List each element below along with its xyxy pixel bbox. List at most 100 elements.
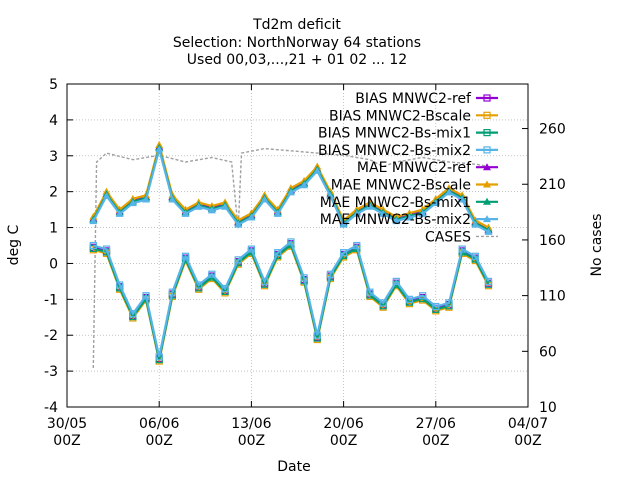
- data-point: [471, 220, 480, 228]
- legend-label: BIAS MNWC2-ref: [355, 91, 472, 107]
- legend-marker: [483, 215, 491, 223]
- x-tick-label-date: 20/06: [323, 416, 363, 432]
- data-point: [273, 209, 282, 217]
- data-point: [418, 209, 427, 217]
- data-point: [234, 256, 242, 264]
- legend-label: BIAS MNWC2-Bscale: [329, 108, 471, 124]
- data-point: [286, 188, 295, 196]
- series-layer: [89, 140, 493, 365]
- y2-axis-label: No cases: [589, 214, 605, 277]
- legend-label: BIAS MNWC2-Bs-mix2: [318, 143, 471, 159]
- data-point: [168, 288, 176, 296]
- x-tick-label-time: 00Z: [330, 433, 357, 449]
- data-point: [339, 220, 348, 228]
- data-point: [102, 191, 111, 199]
- data-point: [365, 202, 374, 210]
- data-point: [194, 202, 203, 210]
- data-point: [431, 199, 440, 207]
- data-point: [260, 195, 269, 203]
- x-tick-label-date: 27/06: [416, 416, 456, 432]
- legend-entry: CASES: [425, 229, 498, 245]
- data-point: [366, 288, 374, 296]
- data-point: [300, 181, 309, 189]
- legend-label: MAE MNWC2-Bs-mix1: [320, 195, 471, 211]
- legend-entry: MAE MNWC2-Bs-mix1: [320, 195, 498, 211]
- data-point: [116, 281, 124, 289]
- y-tick-label: 1: [49, 221, 58, 237]
- legend-marker: [483, 111, 491, 119]
- legend-entry: BIAS MNWC2-ref: [355, 91, 498, 107]
- data-point: [89, 241, 97, 250]
- y-tick-label: -2: [44, 328, 58, 344]
- legend-label: BIAS MNWC2-Bs-mix1: [318, 126, 471, 142]
- data-point: [142, 195, 151, 203]
- data-point: [181, 252, 190, 260]
- y-tick-label: -3: [44, 364, 58, 380]
- series-line-cases: [92, 147, 489, 369]
- legend-entry: MAE MNWC2-ref: [357, 160, 498, 176]
- legend-marker: [483, 129, 491, 137]
- x-tick-label-time: 00Z: [422, 433, 449, 449]
- data-point: [195, 281, 203, 289]
- legend-label: MAE MNWC2-Bscale: [331, 178, 471, 194]
- x-axis-label: Date: [277, 459, 310, 475]
- data-point: [129, 310, 137, 318]
- legend-entry: MAE MNWC2-Bscale: [331, 178, 498, 194]
- x-tick-label-date: 13/06: [231, 416, 271, 432]
- legend-marker: [483, 146, 491, 154]
- data-point: [128, 199, 137, 207]
- data-point: [432, 302, 440, 311]
- axis-layer: -4-3-2-1012345106011016021026030/0500Z06…: [44, 77, 566, 449]
- data-point: [142, 292, 150, 300]
- x-tick-label-time: 00Z: [514, 433, 541, 449]
- series-line: [93, 240, 490, 358]
- data-point: [207, 206, 216, 214]
- data-point: [353, 241, 361, 250]
- legend-entry: BIAS MNWC2-Bscale: [329, 108, 498, 124]
- data-point: [458, 195, 467, 203]
- y-axis-label: deg C: [6, 224, 22, 265]
- y-tick-label: 4: [49, 113, 58, 129]
- plot-frame: [66, 83, 529, 408]
- data-point: [326, 191, 335, 199]
- data-point: [260, 277, 269, 285]
- cases-layer: [92, 147, 489, 369]
- x-tick-label-date: 06/06: [139, 416, 179, 432]
- data-point: [221, 284, 229, 293]
- legend-label: CASES: [425, 229, 471, 245]
- data-point: [221, 202, 230, 210]
- legend-label: MAE MNWC2-Bs-mix2: [320, 212, 471, 228]
- data-point: [247, 213, 256, 221]
- data-point: [405, 213, 414, 221]
- data-point: [379, 299, 387, 307]
- y-tick-label: 3: [49, 149, 58, 165]
- title-line-1: Td2m deficit: [252, 17, 341, 33]
- legend-label: MAE MNWC2-ref: [357, 160, 472, 176]
- data-point: [458, 245, 466, 253]
- y-tick-label: -4: [44, 400, 58, 416]
- y2-tick-label: 210: [539, 177, 566, 193]
- y-tick-label: 0: [49, 256, 58, 272]
- title-line-2: Selection: NorthNorway 64 stations: [173, 35, 421, 51]
- y-tick-label: 5: [49, 77, 58, 93]
- x-tick-label-date: 04/07: [508, 416, 548, 432]
- legend-entry: BIAS MNWC2-Bs-mix2: [318, 143, 498, 159]
- title-line-3: Used 00,03,...,21 + 01 02 ... 12: [187, 52, 407, 68]
- data-point: [419, 292, 427, 300]
- data-point: [247, 245, 255, 253]
- data-point: [168, 195, 177, 203]
- data-point: [326, 270, 335, 278]
- data-point: [445, 299, 453, 307]
- data-point: [155, 353, 163, 361]
- data-point: [392, 217, 401, 225]
- data-point: [115, 209, 124, 217]
- chart-title: Td2m deficit Selection: NorthNorway 64 s…: [173, 17, 421, 68]
- y2-tick-label: 60: [539, 344, 557, 360]
- x-tick-label-date: 30/05: [47, 416, 87, 432]
- y2-tick-label: 260: [539, 122, 566, 138]
- x-tick-label-time: 00Z: [238, 433, 265, 449]
- x-tick-label-time: 00Z: [145, 433, 172, 449]
